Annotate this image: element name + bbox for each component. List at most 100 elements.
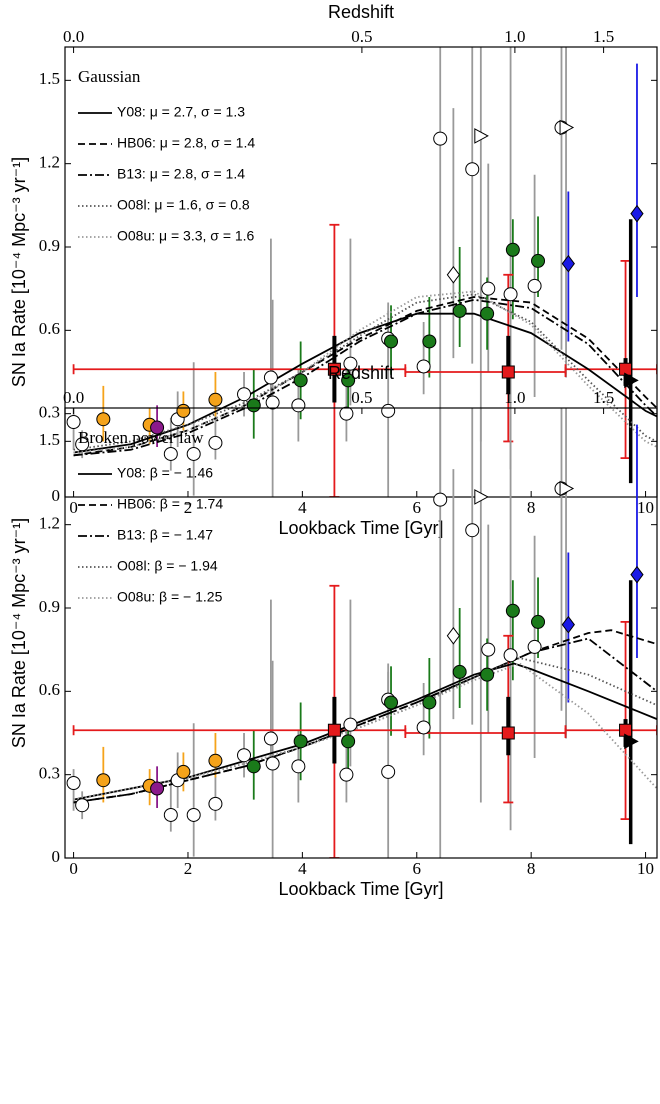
marker: [343, 356, 358, 371]
y-tick-label: 1.2: [39, 153, 60, 172]
x-tick-label: 4: [298, 498, 307, 517]
markers: [66, 480, 644, 822]
marker: [163, 807, 178, 822]
marker: [531, 253, 546, 268]
y-tick-label: 0.6: [39, 680, 60, 699]
legend-label: B13: μ = 2.8, σ = 1.4: [117, 166, 245, 182]
legend-label: B13: β = − 1.47: [117, 527, 213, 543]
marker: [559, 480, 575, 497]
marker: [505, 242, 520, 257]
y-tick-label: 0.3: [39, 764, 60, 783]
marker: [75, 437, 90, 452]
x-axis-label: Lookback Time [Gyr]: [278, 518, 443, 538]
legend-label: Y08: β = − 1.46: [117, 465, 213, 481]
marker: [339, 406, 354, 421]
legend-label: O08l: β = − 1.94: [117, 558, 218, 574]
marker: [343, 717, 358, 732]
marker: [176, 403, 191, 418]
plot-area: [66, 408, 657, 858]
marker: [452, 303, 467, 318]
marker: [208, 435, 223, 450]
marker: [186, 807, 201, 822]
marker: [150, 420, 165, 435]
x2-tick-label: 1.0: [504, 27, 525, 46]
marker: [291, 398, 306, 413]
marker: [559, 119, 575, 136]
panel: 0 0.3 0.6 0.9 1.2 1.5 0 2 4 6 8 10 0.0 0.5 1.0 1.5 Lookb…: [9, 363, 658, 899]
marker: [474, 128, 489, 144]
marker: [341, 373, 356, 388]
curve: [73, 296, 657, 457]
y-tick-label: 0.6: [39, 319, 60, 338]
x-tick-label: 8: [527, 498, 536, 517]
marker: [481, 642, 496, 657]
marker: [265, 756, 280, 771]
x2-tick-label: 0.0: [63, 27, 84, 46]
marker: [208, 796, 223, 811]
marker: [186, 446, 201, 461]
legend-label: HB06: β = − 1.74: [117, 496, 223, 512]
y-tick-label: 1.5: [39, 430, 60, 449]
marker: [433, 131, 448, 146]
marker: [384, 334, 399, 349]
marker: [422, 334, 437, 349]
marker: [624, 733, 639, 750]
y-tick-label: 0: [52, 486, 61, 505]
marker: [503, 648, 518, 663]
curve: [73, 312, 657, 454]
x-tick-label: 10: [637, 498, 654, 517]
marker: [527, 278, 542, 293]
x-tick-label: 2: [184, 859, 193, 878]
x2-tick-label: 1.5: [593, 388, 614, 407]
panel-title: Broken power law: [78, 428, 204, 447]
marker: [501, 365, 515, 379]
marker: [422, 695, 437, 710]
panel: 0 0.3 0.6 0.9 1.2 1.5 0 2 4 6 8 10 0.0 0.5 1.0 1.5 Lookb…: [9, 2, 658, 538]
y-tick-label: 0: [52, 847, 61, 866]
curve: [73, 662, 657, 801]
marker: [163, 446, 178, 461]
marker: [293, 373, 308, 388]
x2-tick-label: 1.0: [504, 388, 525, 407]
marker: [474, 489, 489, 505]
x2-axis-label: Redshift: [328, 2, 394, 22]
marker: [561, 254, 575, 273]
marker: [480, 667, 495, 682]
marker: [503, 287, 518, 302]
marker: [465, 523, 480, 538]
marker: [630, 204, 644, 223]
curves: [73, 629, 657, 804]
marker: [96, 773, 111, 788]
x2-tick-label: 0.0: [63, 388, 84, 407]
y-axis-label: SN Ia Rate [10⁻⁴ Mpc⁻³ yr⁻¹]: [9, 518, 29, 748]
marker: [246, 759, 261, 774]
marker: [291, 759, 306, 774]
curve: [73, 293, 657, 451]
marker: [505, 603, 520, 618]
x2-tick-label: 0.5: [351, 388, 372, 407]
marker: [75, 798, 90, 813]
marker: [150, 781, 165, 796]
x-tick-label: 4: [298, 859, 307, 878]
marker: [263, 731, 278, 746]
y-tick-label: 0.3: [39, 403, 60, 422]
x-tick-label: 6: [413, 859, 422, 878]
legend-label: O08l: μ = 1.6, σ = 0.8: [117, 197, 250, 213]
y-tick-label: 0.9: [39, 597, 60, 616]
legend-label: O08u: μ = 3.3, σ = 1.6: [117, 228, 255, 244]
x2-tick-label: 1.5: [593, 27, 614, 46]
plot-frame: [64, 407, 658, 859]
x-tick-label: 0: [69, 859, 78, 878]
marker: [381, 403, 396, 418]
curve: [73, 298, 657, 457]
marker: [263, 370, 278, 385]
y-axis-label: SN Ia Rate [10⁻⁴ Mpc⁻³ yr⁻¹]: [9, 157, 29, 387]
marker: [446, 265, 460, 284]
marker: [237, 748, 252, 763]
y-tick-label: 1.2: [39, 514, 60, 533]
marker: [176, 764, 191, 779]
marker: [381, 764, 396, 779]
curves: [73, 290, 657, 457]
